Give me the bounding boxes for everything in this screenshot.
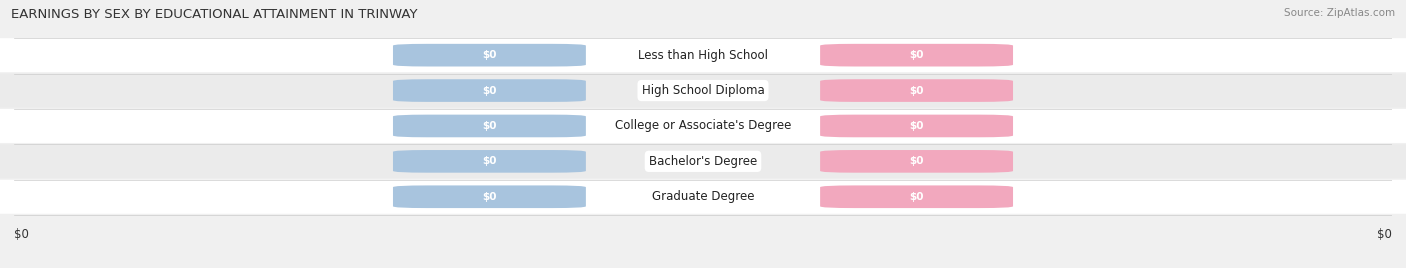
Text: $0: $0 — [482, 85, 496, 96]
Text: $0: $0 — [14, 228, 30, 241]
Text: Less than High School: Less than High School — [638, 49, 768, 62]
Text: $0: $0 — [910, 50, 924, 60]
Text: $0: $0 — [910, 192, 924, 202]
Text: $0: $0 — [910, 121, 924, 131]
FancyBboxPatch shape — [820, 79, 1012, 102]
FancyBboxPatch shape — [392, 44, 586, 66]
FancyBboxPatch shape — [392, 79, 586, 102]
FancyBboxPatch shape — [820, 44, 1012, 66]
FancyBboxPatch shape — [820, 115, 1012, 137]
Text: $0: $0 — [910, 156, 924, 166]
FancyBboxPatch shape — [0, 180, 1406, 214]
FancyBboxPatch shape — [392, 115, 586, 137]
FancyBboxPatch shape — [0, 38, 1406, 72]
Text: $0: $0 — [482, 121, 496, 131]
FancyBboxPatch shape — [820, 150, 1012, 173]
Text: Bachelor's Degree: Bachelor's Degree — [650, 155, 756, 168]
Text: High School Diploma: High School Diploma — [641, 84, 765, 97]
Text: College or Associate's Degree: College or Associate's Degree — [614, 120, 792, 132]
FancyBboxPatch shape — [0, 74, 1406, 107]
FancyBboxPatch shape — [392, 150, 586, 173]
Text: $0: $0 — [910, 85, 924, 96]
FancyBboxPatch shape — [0, 144, 1406, 178]
Text: $0: $0 — [482, 192, 496, 202]
Text: $0: $0 — [482, 50, 496, 60]
Text: Graduate Degree: Graduate Degree — [652, 190, 754, 203]
Text: $0: $0 — [482, 156, 496, 166]
FancyBboxPatch shape — [820, 185, 1012, 208]
Text: EARNINGS BY SEX BY EDUCATIONAL ATTAINMENT IN TRINWAY: EARNINGS BY SEX BY EDUCATIONAL ATTAINMEN… — [11, 8, 418, 21]
FancyBboxPatch shape — [0, 109, 1406, 143]
FancyBboxPatch shape — [392, 185, 586, 208]
Text: $0: $0 — [1376, 228, 1392, 241]
Text: Source: ZipAtlas.com: Source: ZipAtlas.com — [1284, 8, 1395, 18]
